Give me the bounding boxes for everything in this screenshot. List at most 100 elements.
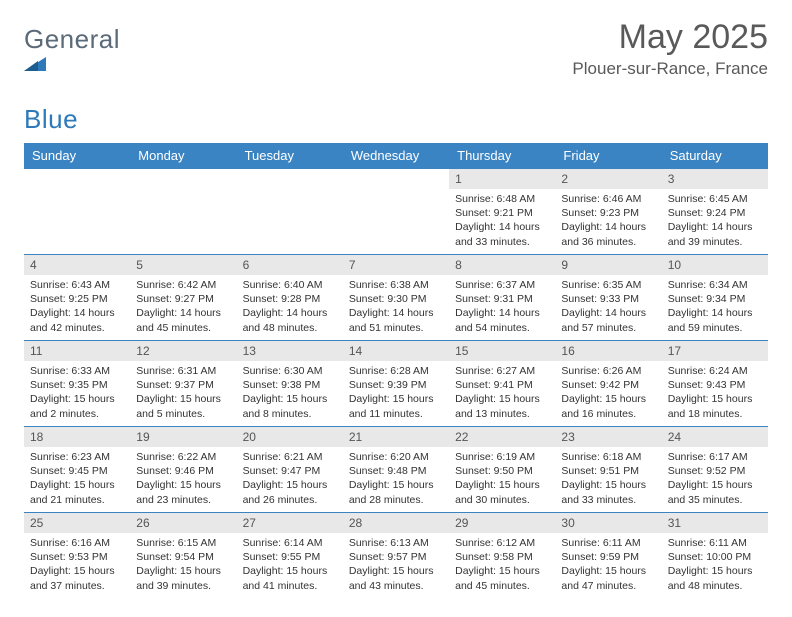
- day-number: 8: [449, 255, 555, 275]
- day-d2: and 23 minutes.: [136, 493, 230, 507]
- day-ss: Sunset: 9:53 PM: [30, 550, 124, 564]
- day-ss: Sunset: 9:30 PM: [349, 292, 443, 306]
- day-ss: Sunset: 9:34 PM: [668, 292, 762, 306]
- calendar-day-cell: [24, 169, 130, 255]
- calendar-day-cell: 18Sunrise: 6:23 AMSunset: 9:45 PMDayligh…: [24, 427, 130, 513]
- calendar-week-row: 18Sunrise: 6:23 AMSunset: 9:45 PMDayligh…: [24, 427, 768, 513]
- calendar-day-cell: 6Sunrise: 6:40 AMSunset: 9:28 PMDaylight…: [237, 255, 343, 341]
- day-d1: Daylight: 14 hours: [668, 306, 762, 320]
- day-details: Sunrise: 6:11 AMSunset: 10:00 PMDaylight…: [662, 533, 768, 597]
- day-d2: and 16 minutes.: [561, 407, 655, 421]
- brand-logo: General Blue: [24, 18, 120, 135]
- day-ss: Sunset: 9:55 PM: [243, 550, 337, 564]
- day-d1: Daylight: 15 hours: [30, 478, 124, 492]
- day-d2: and 42 minutes.: [30, 321, 124, 335]
- day-details: Sunrise: 6:48 AMSunset: 9:21 PMDaylight:…: [449, 189, 555, 253]
- day-details: Sunrise: 6:35 AMSunset: 9:33 PMDaylight:…: [555, 275, 661, 339]
- day-d1: Daylight: 15 hours: [668, 564, 762, 578]
- day-details: Sunrise: 6:21 AMSunset: 9:47 PMDaylight:…: [237, 447, 343, 511]
- day-details: Sunrise: 6:20 AMSunset: 9:48 PMDaylight:…: [343, 447, 449, 511]
- calendar-day-cell: 22Sunrise: 6:19 AMSunset: 9:50 PMDayligh…: [449, 427, 555, 513]
- day-d2: and 26 minutes.: [243, 493, 337, 507]
- day-details: Sunrise: 6:30 AMSunset: 9:38 PMDaylight:…: [237, 361, 343, 425]
- day-sr: Sunrise: 6:43 AM: [30, 278, 124, 292]
- day-details: Sunrise: 6:24 AMSunset: 9:43 PMDaylight:…: [662, 361, 768, 425]
- calendar-day-cell: 2Sunrise: 6:46 AMSunset: 9:23 PMDaylight…: [555, 169, 661, 255]
- calendar-week-row: 11Sunrise: 6:33 AMSunset: 9:35 PMDayligh…: [24, 341, 768, 427]
- day-ss: Sunset: 9:33 PM: [561, 292, 655, 306]
- day-d2: and 45 minutes.: [455, 579, 549, 593]
- day-d1: Daylight: 14 hours: [561, 306, 655, 320]
- day-sr: Sunrise: 6:26 AM: [561, 364, 655, 378]
- day-d1: Daylight: 15 hours: [668, 478, 762, 492]
- day-d1: Daylight: 14 hours: [455, 220, 549, 234]
- day-sr: Sunrise: 6:38 AM: [349, 278, 443, 292]
- day-sr: Sunrise: 6:11 AM: [561, 536, 655, 550]
- day-number: 11: [24, 341, 130, 361]
- day-d2: and 11 minutes.: [349, 407, 443, 421]
- day-d2: and 45 minutes.: [136, 321, 230, 335]
- day-sr: Sunrise: 6:35 AM: [561, 278, 655, 292]
- day-d1: Daylight: 15 hours: [243, 392, 337, 406]
- calendar-day-cell: 11Sunrise: 6:33 AMSunset: 9:35 PMDayligh…: [24, 341, 130, 427]
- day-details: Sunrise: 6:15 AMSunset: 9:54 PMDaylight:…: [130, 533, 236, 597]
- day-d1: Daylight: 15 hours: [136, 478, 230, 492]
- day-sr: Sunrise: 6:17 AM: [668, 450, 762, 464]
- day-details: Sunrise: 6:31 AMSunset: 9:37 PMDaylight:…: [130, 361, 236, 425]
- calendar-day-cell: 14Sunrise: 6:28 AMSunset: 9:39 PMDayligh…: [343, 341, 449, 427]
- calendar-day-cell: [237, 169, 343, 255]
- day-details: Sunrise: 6:45 AMSunset: 9:24 PMDaylight:…: [662, 189, 768, 253]
- calendar-day-cell: 21Sunrise: 6:20 AMSunset: 9:48 PMDayligh…: [343, 427, 449, 513]
- header-bar: General Blue May 2025 Plouer-sur-Rance, …: [24, 18, 768, 135]
- day-d2: and 48 minutes.: [668, 579, 762, 593]
- day-sr: Sunrise: 6:22 AM: [136, 450, 230, 464]
- weekday-header: Monday: [130, 143, 236, 169]
- day-number: 24: [662, 427, 768, 447]
- calendar-day-cell: 1Sunrise: 6:48 AMSunset: 9:21 PMDaylight…: [449, 169, 555, 255]
- calendar-day-cell: 28Sunrise: 6:13 AMSunset: 9:57 PMDayligh…: [343, 513, 449, 599]
- day-d1: Daylight: 14 hours: [243, 306, 337, 320]
- day-d2: and 47 minutes.: [561, 579, 655, 593]
- weekday-header: Sunday: [24, 143, 130, 169]
- day-ss: Sunset: 9:47 PM: [243, 464, 337, 478]
- day-sr: Sunrise: 6:19 AM: [455, 450, 549, 464]
- day-d1: Daylight: 15 hours: [455, 392, 549, 406]
- day-number: 22: [449, 427, 555, 447]
- day-d2: and 8 minutes.: [243, 407, 337, 421]
- day-ss: Sunset: 9:25 PM: [30, 292, 124, 306]
- day-d2: and 2 minutes.: [30, 407, 124, 421]
- day-d2: and 39 minutes.: [668, 235, 762, 249]
- day-ss: Sunset: 9:35 PM: [30, 378, 124, 392]
- day-number: 18: [24, 427, 130, 447]
- calendar-week-row: 25Sunrise: 6:16 AMSunset: 9:53 PMDayligh…: [24, 513, 768, 599]
- day-details: Sunrise: 6:11 AMSunset: 9:59 PMDaylight:…: [555, 533, 661, 597]
- day-d2: and 39 minutes.: [136, 579, 230, 593]
- calendar-day-cell: 9Sunrise: 6:35 AMSunset: 9:33 PMDaylight…: [555, 255, 661, 341]
- day-details: Sunrise: 6:16 AMSunset: 9:53 PMDaylight:…: [24, 533, 130, 597]
- day-sr: Sunrise: 6:42 AM: [136, 278, 230, 292]
- title-block: May 2025 Plouer-sur-Rance, France: [572, 18, 768, 79]
- day-details: Sunrise: 6:40 AMSunset: 9:28 PMDaylight:…: [237, 275, 343, 339]
- day-ss: Sunset: 9:28 PM: [243, 292, 337, 306]
- day-d1: Daylight: 15 hours: [455, 478, 549, 492]
- calendar-day-cell: [130, 169, 236, 255]
- day-d1: Daylight: 14 hours: [668, 220, 762, 234]
- day-details: Sunrise: 6:28 AMSunset: 9:39 PMDaylight:…: [343, 361, 449, 425]
- day-number: 23: [555, 427, 661, 447]
- day-details: Sunrise: 6:12 AMSunset: 9:58 PMDaylight:…: [449, 533, 555, 597]
- day-details: Sunrise: 6:14 AMSunset: 9:55 PMDaylight:…: [237, 533, 343, 597]
- calendar-day-cell: 24Sunrise: 6:17 AMSunset: 9:52 PMDayligh…: [662, 427, 768, 513]
- day-details: Sunrise: 6:43 AMSunset: 9:25 PMDaylight:…: [24, 275, 130, 339]
- calendar-day-cell: 31Sunrise: 6:11 AMSunset: 10:00 PMDaylig…: [662, 513, 768, 599]
- day-ss: Sunset: 9:21 PM: [455, 206, 549, 220]
- day-number: 5: [130, 255, 236, 275]
- calendar-day-cell: 20Sunrise: 6:21 AMSunset: 9:47 PMDayligh…: [237, 427, 343, 513]
- day-d1: Daylight: 15 hours: [136, 564, 230, 578]
- day-details: Sunrise: 6:22 AMSunset: 9:46 PMDaylight:…: [130, 447, 236, 511]
- day-ss: Sunset: 10:00 PM: [668, 550, 762, 564]
- day-ss: Sunset: 9:45 PM: [30, 464, 124, 478]
- day-number: 27: [237, 513, 343, 533]
- day-sr: Sunrise: 6:31 AM: [136, 364, 230, 378]
- day-number: 3: [662, 169, 768, 189]
- calendar-week-row: 4Sunrise: 6:43 AMSunset: 9:25 PMDaylight…: [24, 255, 768, 341]
